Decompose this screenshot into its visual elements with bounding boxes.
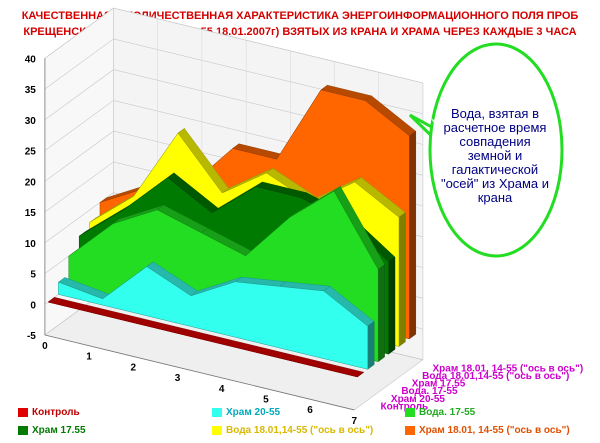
x-tick-label: 7 (351, 416, 357, 427)
chart-title-line-1: КАЧЕСТВЕННАЯ И КОЛИЧЕСТВЕННАЯ ХАРАКТЕРИС… (21, 10, 579, 22)
chart-axes (44, 58, 355, 411)
series-0 (47, 297, 365, 378)
x-tick-label: 1 (86, 352, 92, 363)
area-side (367, 321, 375, 370)
area-side (398, 212, 406, 347)
y-tick-label: 5 (30, 270, 36, 281)
y-tick-label: 10 (25, 239, 37, 250)
chart-series (47, 84, 417, 378)
y-tick-label: 0 (30, 300, 36, 311)
depth-label: Храм 18.01, 14-55 ("ось в ось") (433, 363, 584, 374)
callout-bubble (408, 42, 564, 258)
depth-label: Храм 20-55 (391, 394, 446, 405)
area-front (47, 301, 358, 378)
x-tick-label: 5 (263, 395, 269, 406)
depth-label: Храм 17.55 (412, 379, 466, 390)
callout-ellipse (428, 42, 564, 258)
x-tick-label: 6 (307, 405, 313, 416)
depth-label: Вода. 17-55 (401, 386, 458, 397)
x-axis-line (44, 334, 355, 411)
depth-label: Контроль (381, 401, 429, 412)
x-tick-label: 2 (130, 362, 136, 373)
area-side (357, 372, 364, 378)
depth-label: Вода 18.01,14-55 ("ось в ось") (422, 371, 569, 382)
area-front (58, 266, 369, 370)
series-1 (57, 261, 375, 370)
area-side (388, 256, 396, 355)
gridline (44, 7, 423, 84)
x-tick-label: 3 (175, 373, 181, 384)
y-tick-label: 20 (25, 177, 37, 188)
y-tick-label: 35 (25, 85, 37, 96)
callout-pointer-mask (430, 117, 454, 150)
x-tick-label: 4 (219, 384, 225, 395)
x-tick-label: 0 (42, 341, 48, 352)
y-tick-label: 15 (25, 208, 37, 219)
y-tick-label: -5 (27, 331, 36, 342)
y-tick-label: 30 (25, 116, 37, 127)
callout-text: Вода, взятая в расчетное время совпадени… (440, 106, 550, 205)
area-side (409, 130, 416, 340)
y-tick-label: 25 (25, 147, 37, 158)
area-side (378, 264, 385, 363)
y-tick-label: 40 (25, 54, 37, 65)
